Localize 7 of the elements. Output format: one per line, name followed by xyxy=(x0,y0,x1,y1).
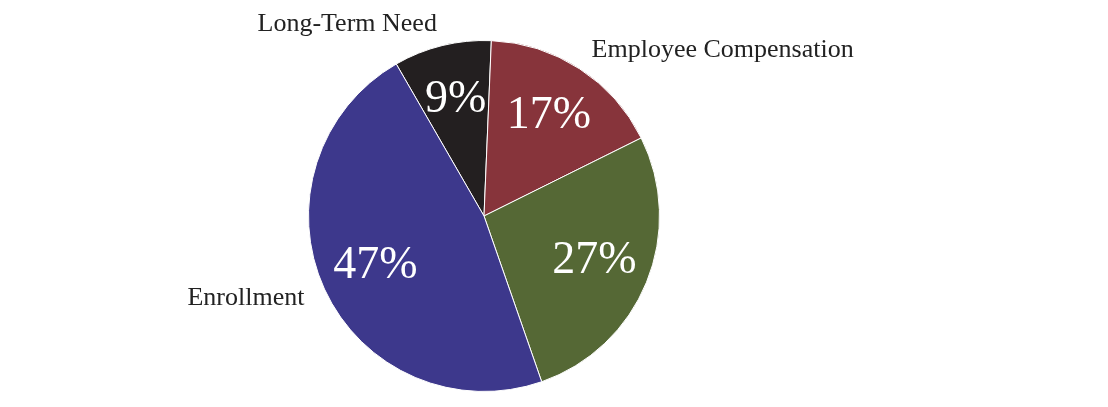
slice-label: Employee Compensation xyxy=(591,34,854,64)
slice-label: Enrollment xyxy=(187,282,306,312)
slice-label: Long-Term Need xyxy=(257,8,437,38)
data-label: 47% xyxy=(333,236,418,288)
data-label: 9% xyxy=(424,71,487,123)
data-label: 17% xyxy=(506,86,592,138)
data-label: 27% xyxy=(552,232,637,284)
